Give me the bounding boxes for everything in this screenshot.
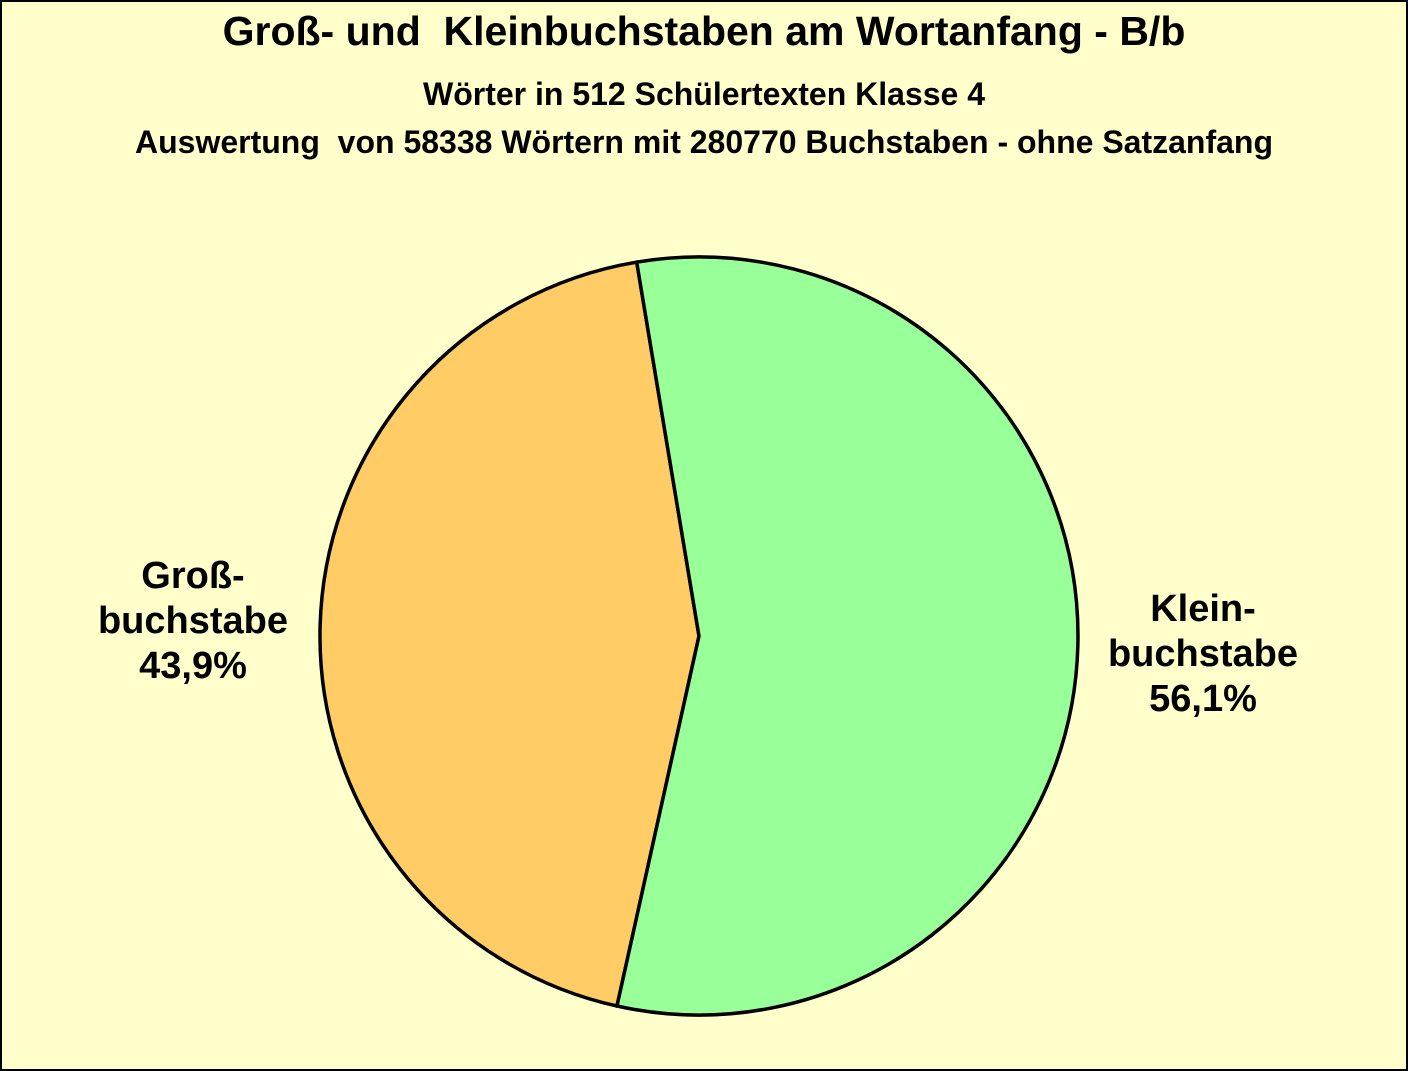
chart-subtitle-1: Wörter in 512 Schülertexten Klasse 4 <box>423 76 985 112</box>
chart-subtitle-2: Auswertung von 58338 Wörtern mit 280770 … <box>134 124 1274 160</box>
slice-label-grossbuchstabe: Groß- buchstabe 43,9% <box>97 555 289 687</box>
pie-slice-grossbuchstabe <box>318 260 701 1008</box>
chart-title: Groß- und Kleinbuchstaben am Wortanfang … <box>222 8 1186 54</box>
slice-label-kleinbuchstabe: Klein- buchstabe 56,1% <box>1107 588 1299 720</box>
pie-slice-kleinbuchstabe <box>615 255 1080 1017</box>
